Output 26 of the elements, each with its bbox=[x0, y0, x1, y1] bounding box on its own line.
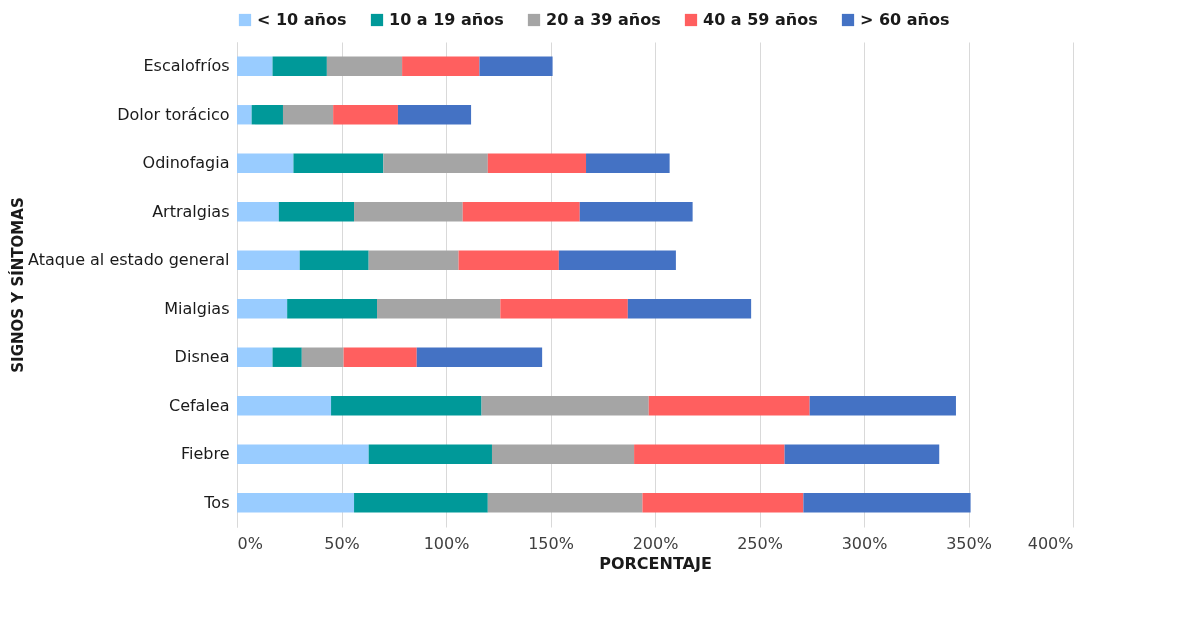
y-tick-label: Dolor torácico bbox=[117, 104, 230, 124]
y-tick-label: Tos bbox=[203, 492, 230, 512]
legend-label: 20 a 39 años bbox=[546, 10, 661, 29]
legend-label: < 10 años bbox=[257, 10, 347, 29]
y-axis-title: SIGNOS Y SÍNTOMAS bbox=[7, 197, 27, 373]
y-tick-label: Ataque al estado general bbox=[28, 250, 230, 270]
x-tick-label: 200% bbox=[632, 533, 679, 553]
y-tick-label: Escalofríos bbox=[143, 56, 230, 76]
y-tick-label: Odinofagia bbox=[142, 153, 230, 173]
legend-label: 40 a 59 años bbox=[703, 10, 818, 29]
x-tick-label: 350% bbox=[946, 533, 992, 553]
y-tick-label: Cefalea bbox=[168, 395, 230, 415]
y-tick-label: Mialgias bbox=[164, 298, 230, 318]
y-tick-label: Artralgias bbox=[152, 201, 230, 221]
legend-label: > 60 años bbox=[860, 10, 950, 29]
x-tick-label: 100% bbox=[423, 533, 470, 553]
x-tick-label: 300% bbox=[841, 533, 888, 553]
x-tick-label: 150% bbox=[528, 533, 574, 553]
x-tick-label: 250% bbox=[737, 533, 783, 553]
x-tick-label: 50% bbox=[324, 533, 360, 553]
x-tick-label: 0% bbox=[237, 533, 263, 553]
x-axis-title: PORCENTAJE bbox=[599, 553, 712, 573]
legend-label: 10 a 19 años bbox=[389, 10, 504, 29]
x-tick-label: 400% bbox=[1027, 533, 1074, 553]
y-tick-label: Fiebre bbox=[180, 444, 230, 464]
y-tick-label: Disnea bbox=[174, 347, 230, 367]
